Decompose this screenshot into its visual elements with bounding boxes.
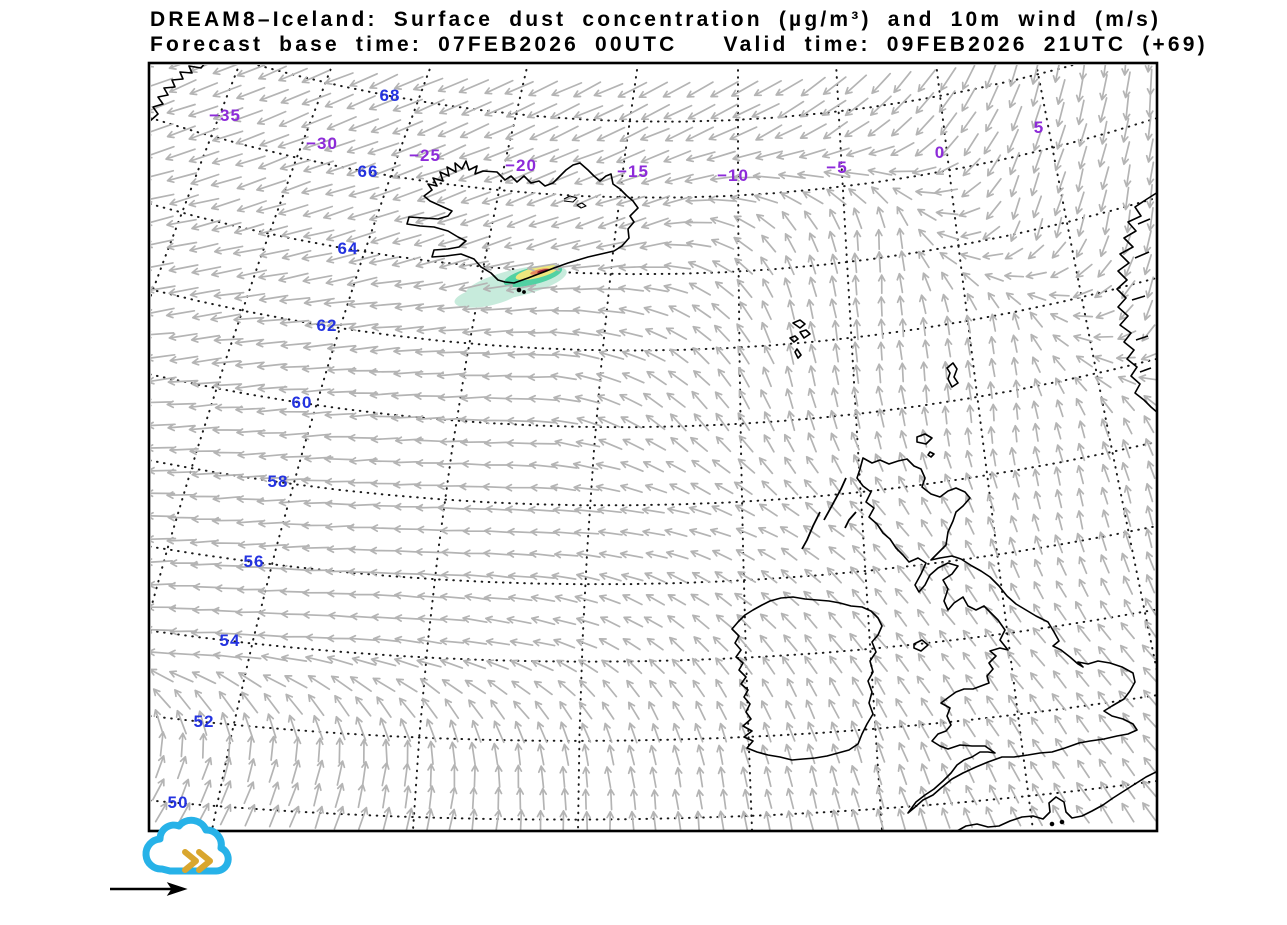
iceland-coast xyxy=(406,160,639,284)
dust-contour-500 xyxy=(537,269,549,273)
lat-label: 66 xyxy=(357,162,379,181)
lon-label: −20 xyxy=(505,156,537,175)
page-title: DREAM8–Iceland: Surface dust concentrati… xyxy=(150,8,1162,31)
lat-label: 64 xyxy=(337,239,359,258)
lon-label: −5 xyxy=(826,158,848,177)
lon-label: 0 xyxy=(934,143,946,162)
vestmannaeyjar-islet xyxy=(516,287,522,293)
lat-label: 50 xyxy=(167,793,189,812)
lat-label: 58 xyxy=(267,472,289,491)
lat-label: 52 xyxy=(193,712,215,731)
greenland-coast xyxy=(151,65,205,122)
lat-label: 62 xyxy=(316,316,338,335)
ireland-coast xyxy=(731,596,883,761)
lat-label: 68 xyxy=(379,86,401,105)
great-britain-coast xyxy=(856,457,1138,814)
valid-time: Valid time: 09FEB2026 21UTC (+69) xyxy=(723,33,1208,56)
seevccc-logo-cloud xyxy=(142,816,232,875)
orkney-coast xyxy=(916,433,935,458)
lon-label: −30 xyxy=(306,134,338,153)
forecast-base-time: Forecast base time: 07FEB2026 00UTC xyxy=(150,33,678,56)
lon-label: −35 xyxy=(209,106,241,125)
vestmannaeyjar-islet xyxy=(522,290,526,294)
hebrides-coast xyxy=(801,477,857,550)
lat-label: 54 xyxy=(219,631,241,650)
graticule-grid xyxy=(151,65,1156,830)
lon-label: 5 xyxy=(1033,118,1045,137)
legend-row: SEEVCCC 20 525502005001000 xyxy=(0,833,1287,925)
channel-island xyxy=(1059,819,1065,825)
wind-reference-arrow xyxy=(110,882,188,896)
lon-label: −15 xyxy=(617,162,649,181)
faroe-islands-coast xyxy=(789,319,811,359)
shetland-coast xyxy=(946,362,959,388)
lat-label: 60 xyxy=(291,393,313,412)
isle-of-man-coast xyxy=(913,639,929,652)
norway-coast xyxy=(1116,192,1156,413)
channel-island xyxy=(1049,821,1055,827)
forecast-times: Forecast base time: 07FEB2026 00UTC Vali… xyxy=(150,33,1208,57)
lat-label: 56 xyxy=(243,552,265,571)
wind-vectors xyxy=(151,65,1156,830)
lon-label: −10 xyxy=(717,166,749,185)
france-coast xyxy=(957,771,1156,830)
lon-label: −25 xyxy=(409,146,441,165)
map-frame xyxy=(147,61,1159,833)
iceland-glacier-marks xyxy=(563,195,587,209)
coastlines xyxy=(151,65,1156,830)
